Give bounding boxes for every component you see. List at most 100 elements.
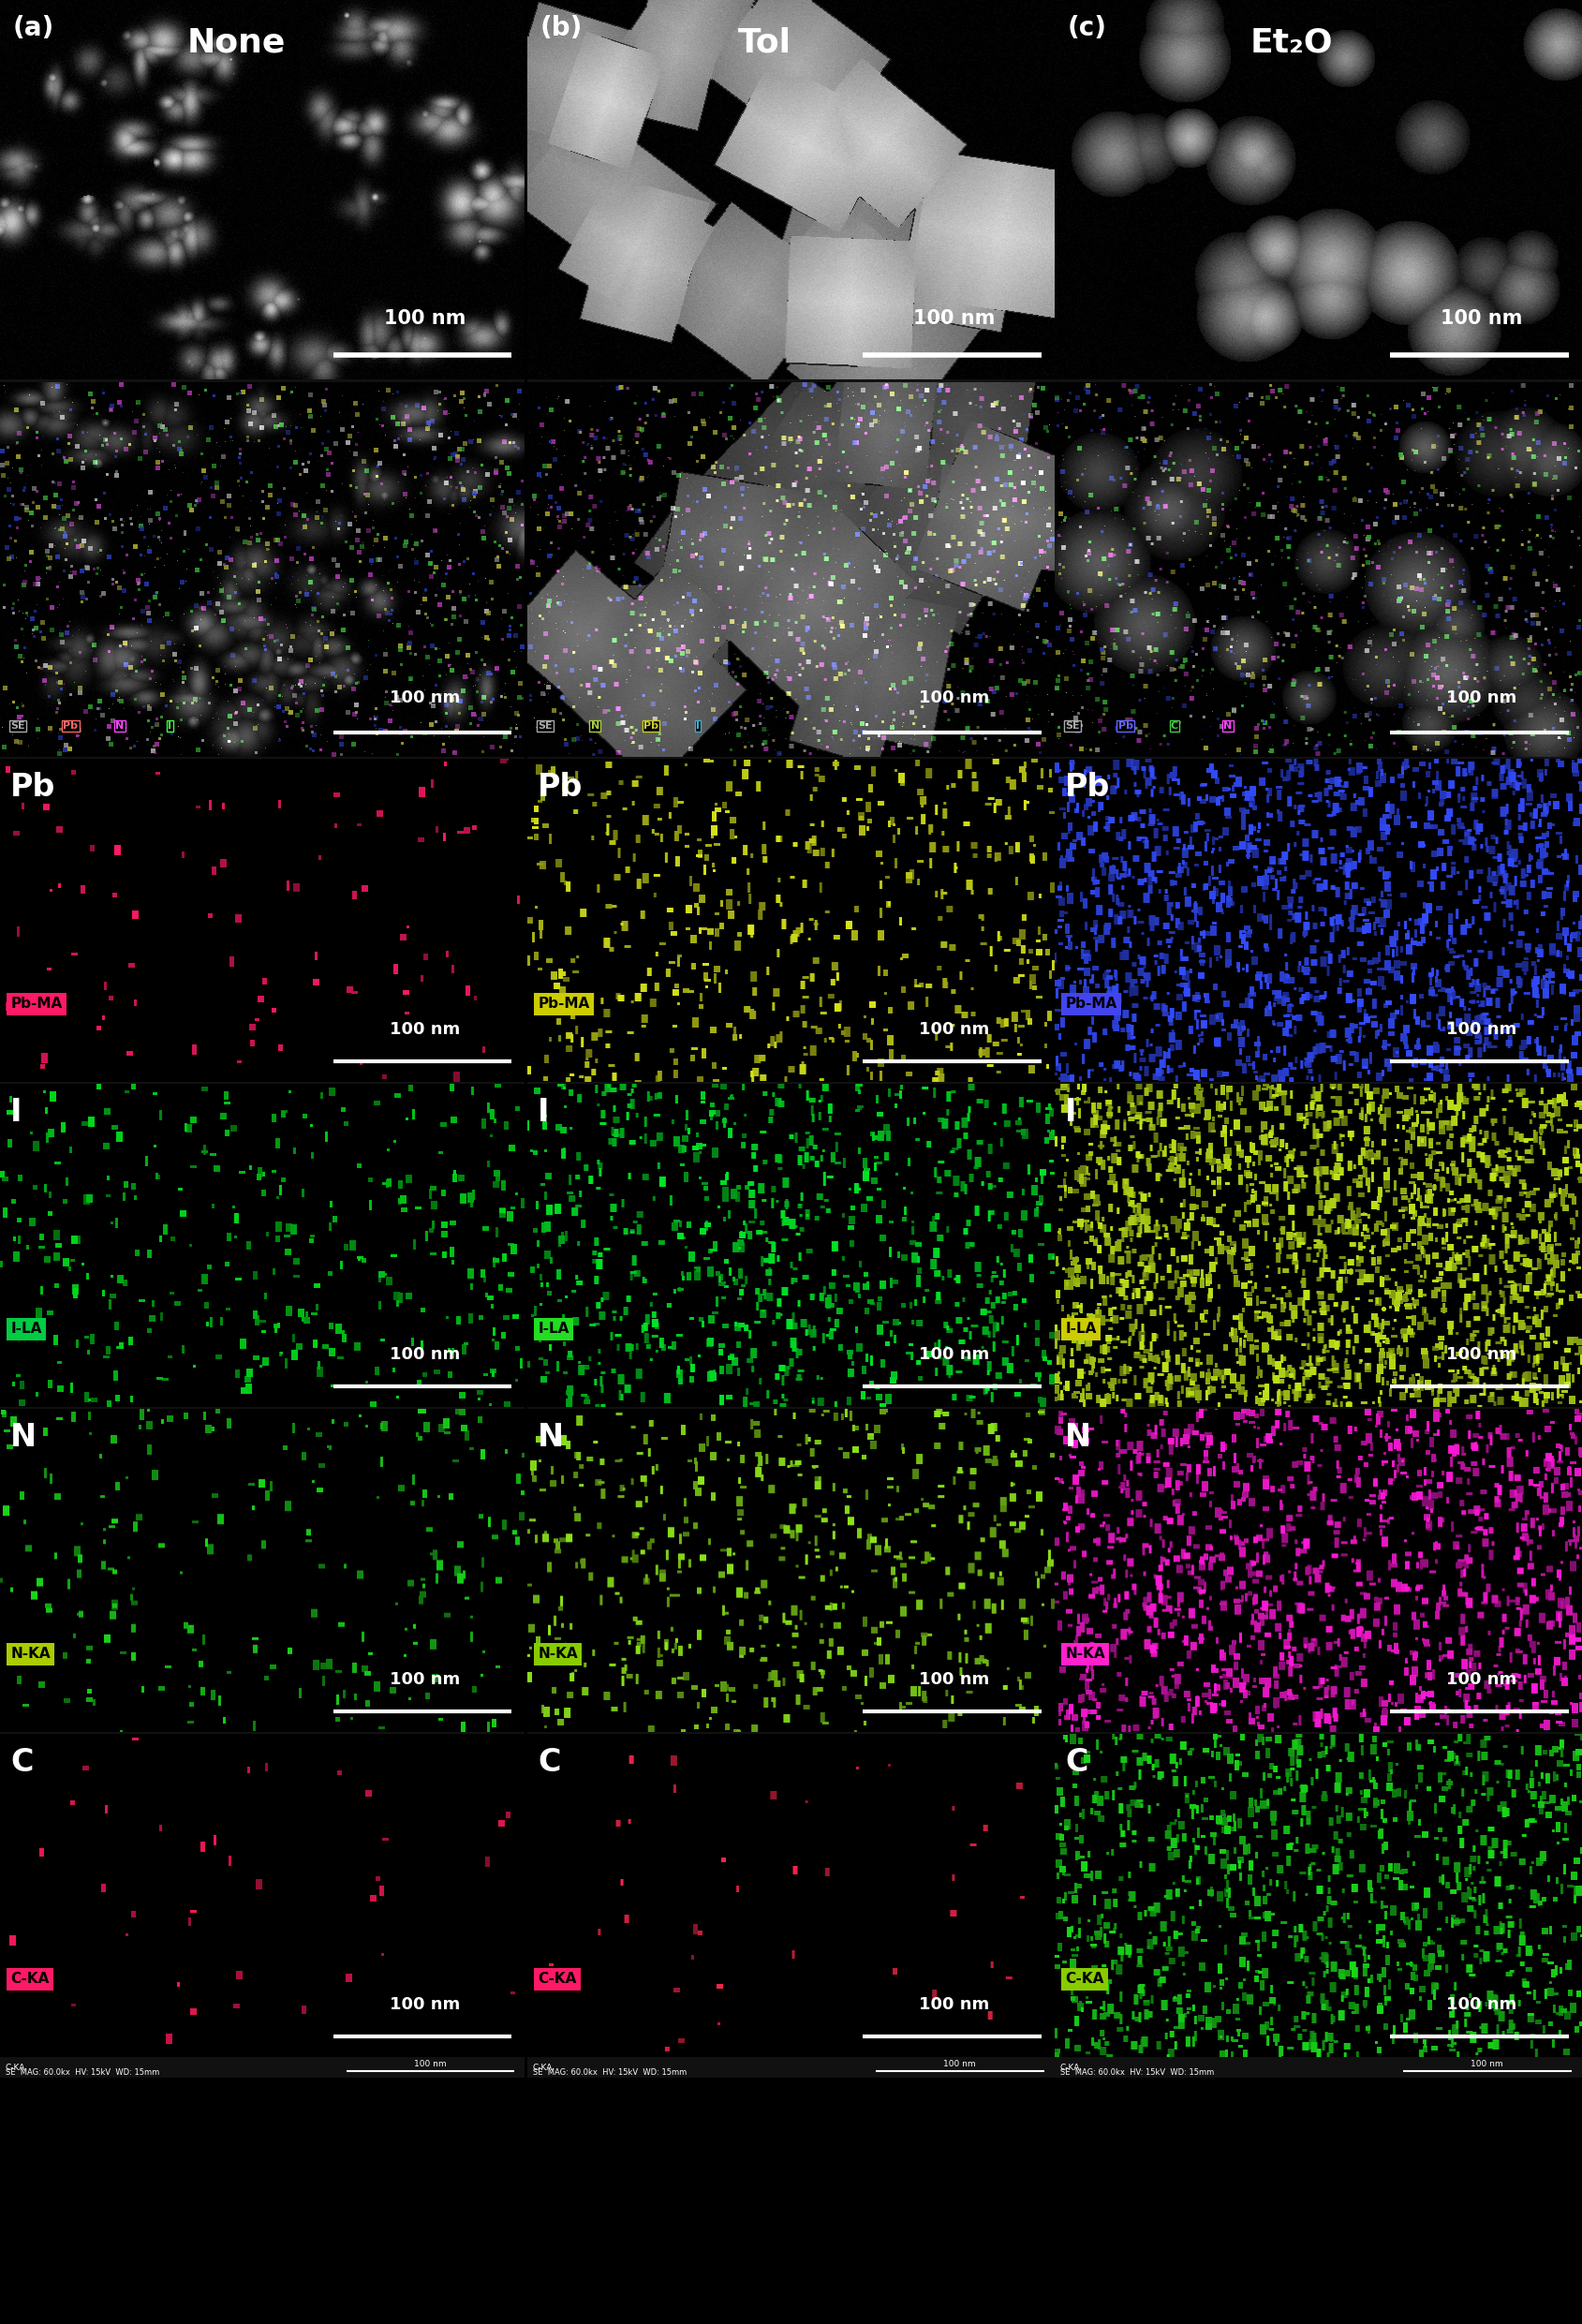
- Text: Pb: Pb: [11, 772, 55, 802]
- Text: 100 nm: 100 nm: [943, 1085, 976, 1092]
- Text: I-LA: I-LA: [1060, 1413, 1076, 1422]
- Text: N-KA: N-KA: [538, 1648, 577, 1662]
- Text: SE  MAG: 60.0kx  HV: 15kV  WD: 15mm: SE MAG: 60.0kx HV: 15kV WD: 15mm: [533, 1092, 687, 1102]
- Text: N: N: [11, 1422, 36, 1452]
- Text: SE: SE: [1065, 720, 1081, 730]
- Text: C-KA: C-KA: [538, 1971, 576, 1987]
- Text: C: C: [11, 1748, 33, 1778]
- Text: SE MAG: 60.0kx  HV: 15kV  WD: 15mm: SE MAG: 60.0kx HV: 15kV WD: 15mm: [1060, 762, 1212, 772]
- Text: Pb: Pb: [1065, 772, 1111, 802]
- Text: SE  MAG: 60.0kx  HV: 15kV  WD: 15mm: SE MAG: 60.0kx HV: 15kV WD: 15mm: [1060, 393, 1226, 400]
- Text: SE  MAG: 60.0kx  HV: 15kV  WD: 15mm: SE MAG: 60.0kx HV: 15kV WD: 15mm: [533, 1743, 687, 1752]
- Text: 100 nm: 100 nm: [389, 1671, 460, 1687]
- Text: SE  MAG: 60.0kx  HV: 15kV  WD: 15mm: SE MAG: 60.0kx HV: 15kV WD: 15mm: [5, 393, 171, 400]
- Text: Pb-MA: Pb-MA: [1060, 1088, 1087, 1097]
- Text: I: I: [696, 720, 699, 730]
- Text: Et₂O: Et₂O: [1250, 26, 1334, 58]
- Text: N-KA: N-KA: [533, 1738, 554, 1748]
- Text: SE  MAG: 60.0kx  HV: 15kV  WD: 15mm: SE MAG: 60.0kx HV: 15kV WD: 15mm: [533, 1418, 687, 1427]
- Text: 100 nm: 100 nm: [1446, 1671, 1517, 1687]
- Text: I-LA: I-LA: [5, 1413, 22, 1422]
- Text: 100 nm: 100 nm: [384, 309, 465, 328]
- Text: SE  MAG: 60.0kx  HV: 15kV  WD: 15mm: SE MAG: 60.0kx HV: 15kV WD: 15mm: [533, 2068, 687, 2078]
- Text: 100 nm: 100 nm: [1446, 1996, 1517, 2013]
- Text: I-LA: I-LA: [11, 1322, 41, 1336]
- Text: SE  MAG: 60.0kx  HV: 15kV  WD: 15mm: SE MAG: 60.0kx HV: 15kV WD: 15mm: [5, 1418, 160, 1427]
- Text: 100 nm: 100 nm: [919, 1671, 990, 1687]
- Text: SE  MAG: 60.0kx  HV: 15kV  WD: 15mm: SE MAG: 60.0kx HV: 15kV WD: 15mm: [1060, 2068, 1213, 2078]
- Text: N-KA: N-KA: [1060, 1738, 1081, 1748]
- Text: SE  MAG: 60.0kx  HV: 15kV  WD: 15mm: SE MAG: 60.0kx HV: 15kV WD: 15mm: [5, 1092, 160, 1102]
- Text: Pb-MA: Pb-MA: [5, 1088, 32, 1097]
- Text: C: C: [538, 1748, 562, 1778]
- Text: SE MAG: 60.0kx  HV: 15kV  WD: 15mm: SE MAG: 60.0kx HV: 15kV WD: 15mm: [533, 762, 683, 772]
- Text: (c): (c): [1068, 16, 1107, 42]
- Text: 100 nm: 100 nm: [389, 690, 460, 706]
- Text: N: N: [590, 720, 600, 730]
- Text: 100 nm: 100 nm: [389, 1023, 460, 1039]
- Text: N: N: [1223, 720, 1232, 730]
- Text: None: None: [187, 26, 285, 58]
- Text: 100 nm: 100 nm: [943, 2059, 976, 2068]
- Text: 100 nm: 100 nm: [919, 1023, 990, 1039]
- Text: 100 nm: 100 nm: [1471, 1085, 1503, 1092]
- Text: C-KA: C-KA: [533, 2064, 552, 2071]
- Text: C: C: [1065, 1748, 1088, 1778]
- Text: Pb: Pb: [644, 720, 658, 730]
- Text: 100 nm: 100 nm: [1446, 1023, 1517, 1039]
- Text: N: N: [538, 1422, 565, 1452]
- Text: N-KA: N-KA: [11, 1648, 51, 1662]
- Text: Map data 640: Map data 640: [5, 386, 63, 395]
- Text: Pb-MA: Pb-MA: [11, 997, 62, 1011]
- Text: 100 nm: 100 nm: [414, 2059, 446, 2068]
- Text: 100 nm: 100 nm: [919, 1996, 990, 2013]
- Text: Pb: Pb: [538, 772, 584, 802]
- Text: N: N: [115, 720, 123, 730]
- Text: I: I: [168, 720, 171, 730]
- Text: N-KA: N-KA: [5, 1738, 25, 1748]
- Text: 100 nm: 100 nm: [1441, 309, 1523, 328]
- Text: Pb-MA: Pb-MA: [533, 1088, 558, 1097]
- Text: Tol: Tol: [737, 26, 791, 58]
- Text: I: I: [11, 1097, 22, 1127]
- Text: I: I: [1065, 1097, 1077, 1127]
- Text: Map data 680: Map data 680: [533, 386, 592, 395]
- Text: C-KA: C-KA: [5, 2064, 25, 2071]
- Text: SE  MAG: 60.0kx  HV: 15kV  WD: 15mm: SE MAG: 60.0kx HV: 15kV WD: 15mm: [1060, 1743, 1213, 1752]
- Text: (b): (b): [541, 16, 584, 42]
- Text: 100 nm: 100 nm: [919, 1346, 990, 1364]
- Text: 100 nm: 100 nm: [414, 1736, 446, 1743]
- Text: I-LA: I-LA: [1065, 1322, 1096, 1336]
- Text: SE  MAG: 60.0kx  HV: 15kV  WD: 15mm: SE MAG: 60.0kx HV: 15kV WD: 15mm: [1060, 1418, 1213, 1427]
- Text: SE  MAG: 60.0kx  HV: 15kV  WD: 15mm: SE MAG: 60.0kx HV: 15kV WD: 15mm: [1060, 1092, 1213, 1102]
- Text: (a): (a): [13, 16, 54, 42]
- Text: N: N: [1065, 1422, 1092, 1452]
- Text: C: C: [1171, 720, 1179, 730]
- Text: I-LA: I-LA: [538, 1322, 570, 1336]
- Text: 100 nm: 100 nm: [389, 1996, 460, 2013]
- Text: 100 nm: 100 nm: [1471, 1736, 1503, 1743]
- Text: Pb-MA: Pb-MA: [1065, 997, 1117, 1011]
- Text: Map data 835: Map data 835: [1060, 386, 1118, 395]
- Text: 100 nm: 100 nm: [1446, 690, 1517, 706]
- Text: SE MAG: 60.0kx  HV: 15kV  WD: 15mm: SE MAG: 60.0kx HV: 15kV WD: 15mm: [5, 762, 157, 772]
- Text: 100 nm: 100 nm: [943, 1411, 976, 1418]
- Text: 100 nm: 100 nm: [913, 309, 995, 328]
- Text: C-KA: C-KA: [1065, 1971, 1104, 1987]
- Text: 100 nm: 100 nm: [919, 690, 990, 706]
- Text: SE  MAG: 60.0kx  HV: 15kV  WD: 15mm: SE MAG: 60.0kx HV: 15kV WD: 15mm: [5, 2068, 160, 2078]
- Text: N-KA: N-KA: [1065, 1648, 1106, 1662]
- Text: Pb-MA: Pb-MA: [538, 997, 590, 1011]
- Text: SE  MAG: 60.0kx  HV: 15kV  WD: 15mm: SE MAG: 60.0kx HV: 15kV WD: 15mm: [533, 393, 699, 400]
- Text: I-LA: I-LA: [533, 1413, 549, 1422]
- Text: 100 nm: 100 nm: [943, 1736, 976, 1743]
- Text: Pb: Pb: [63, 720, 78, 730]
- Text: I: I: [538, 1097, 549, 1127]
- Text: 100 nm: 100 nm: [1446, 1346, 1517, 1364]
- Text: 100 nm: 100 nm: [389, 1346, 460, 1364]
- Text: 100 nm: 100 nm: [1471, 1411, 1503, 1418]
- Text: C-KA: C-KA: [11, 1971, 49, 1987]
- Text: 100 nm: 100 nm: [1471, 2059, 1503, 2068]
- Text: Pb: Pb: [1118, 720, 1133, 730]
- Text: SE  MAG: 60.0kx  HV: 15kV  WD: 15mm: SE MAG: 60.0kx HV: 15kV WD: 15mm: [5, 1743, 160, 1752]
